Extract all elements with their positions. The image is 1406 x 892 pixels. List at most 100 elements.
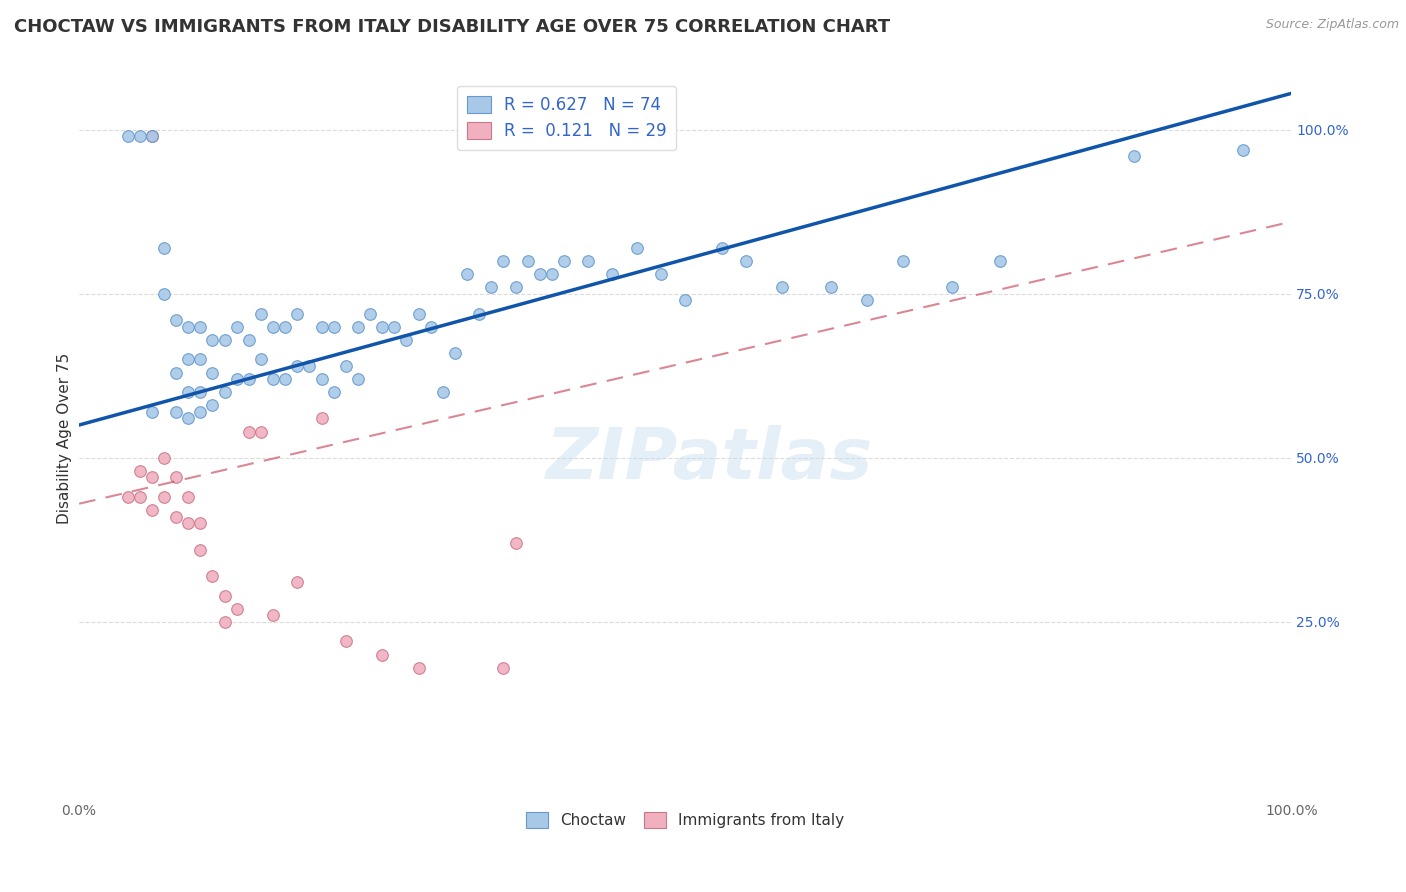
Point <box>626 241 648 255</box>
Point <box>516 254 538 268</box>
Point <box>165 470 187 484</box>
Point <box>214 385 236 400</box>
Point <box>990 254 1012 268</box>
Point <box>141 503 163 517</box>
Point <box>165 313 187 327</box>
Point <box>382 319 405 334</box>
Point <box>408 306 430 320</box>
Point <box>505 280 527 294</box>
Point <box>117 129 139 144</box>
Point <box>141 129 163 144</box>
Text: Source: ZipAtlas.com: Source: ZipAtlas.com <box>1265 18 1399 31</box>
Point <box>650 267 672 281</box>
Text: ZIPatlas: ZIPatlas <box>546 425 873 494</box>
Point <box>322 385 344 400</box>
Point <box>541 267 564 281</box>
Point <box>141 470 163 484</box>
Point <box>492 254 515 268</box>
Point <box>250 352 273 367</box>
Point <box>468 306 491 320</box>
Point <box>553 254 575 268</box>
Point <box>311 319 333 334</box>
Point <box>311 372 333 386</box>
Point <box>347 319 370 334</box>
Point <box>128 490 150 504</box>
Point <box>285 306 308 320</box>
Point <box>153 286 176 301</box>
Point <box>893 254 915 268</box>
Point <box>395 333 418 347</box>
Point <box>576 254 599 268</box>
Point <box>177 319 200 334</box>
Point <box>262 608 284 623</box>
Point <box>322 319 344 334</box>
Point <box>419 319 441 334</box>
Point <box>117 490 139 504</box>
Point <box>408 661 430 675</box>
Point <box>188 319 211 334</box>
Point <box>250 425 273 439</box>
Point <box>225 372 247 386</box>
Point <box>274 372 297 386</box>
Point <box>432 385 454 400</box>
Point <box>371 648 394 662</box>
Point <box>201 366 224 380</box>
Point <box>165 366 187 380</box>
Point <box>529 267 551 281</box>
Point <box>153 241 176 255</box>
Point <box>225 319 247 334</box>
Point <box>311 411 333 425</box>
Point <box>188 385 211 400</box>
Point <box>188 352 211 367</box>
Point <box>177 411 200 425</box>
Point <box>673 293 696 308</box>
Point <box>188 542 211 557</box>
Y-axis label: Disability Age Over 75: Disability Age Over 75 <box>58 352 72 524</box>
Point <box>347 372 370 386</box>
Point <box>710 241 733 255</box>
Point <box>820 280 842 294</box>
Point <box>225 601 247 615</box>
Point <box>444 346 467 360</box>
Point <box>214 333 236 347</box>
Point <box>359 306 381 320</box>
Point <box>238 372 260 386</box>
Point <box>214 615 236 629</box>
Point <box>335 359 357 373</box>
Point <box>177 385 200 400</box>
Point <box>201 398 224 412</box>
Point <box>201 569 224 583</box>
Point <box>1232 143 1254 157</box>
Point <box>335 634 357 648</box>
Point <box>250 306 273 320</box>
Point <box>188 405 211 419</box>
Point <box>165 509 187 524</box>
Point <box>941 280 963 294</box>
Point <box>262 372 284 386</box>
Point <box>188 516 211 531</box>
Point <box>262 319 284 334</box>
Point <box>165 405 187 419</box>
Point <box>153 490 176 504</box>
Point <box>177 490 200 504</box>
Point <box>602 267 624 281</box>
Point <box>479 280 502 294</box>
Point <box>274 319 297 334</box>
Point <box>1122 149 1144 163</box>
Point <box>141 129 163 144</box>
Point <box>177 516 200 531</box>
Point <box>238 333 260 347</box>
Point <box>141 405 163 419</box>
Point <box>128 464 150 478</box>
Point <box>214 589 236 603</box>
Point <box>285 575 308 590</box>
Point <box>153 450 176 465</box>
Point <box>177 352 200 367</box>
Point <box>456 267 478 281</box>
Point <box>770 280 793 294</box>
Point <box>201 333 224 347</box>
Point <box>238 425 260 439</box>
Point <box>734 254 756 268</box>
Text: CHOCTAW VS IMMIGRANTS FROM ITALY DISABILITY AGE OVER 75 CORRELATION CHART: CHOCTAW VS IMMIGRANTS FROM ITALY DISABIL… <box>14 18 890 36</box>
Point <box>856 293 879 308</box>
